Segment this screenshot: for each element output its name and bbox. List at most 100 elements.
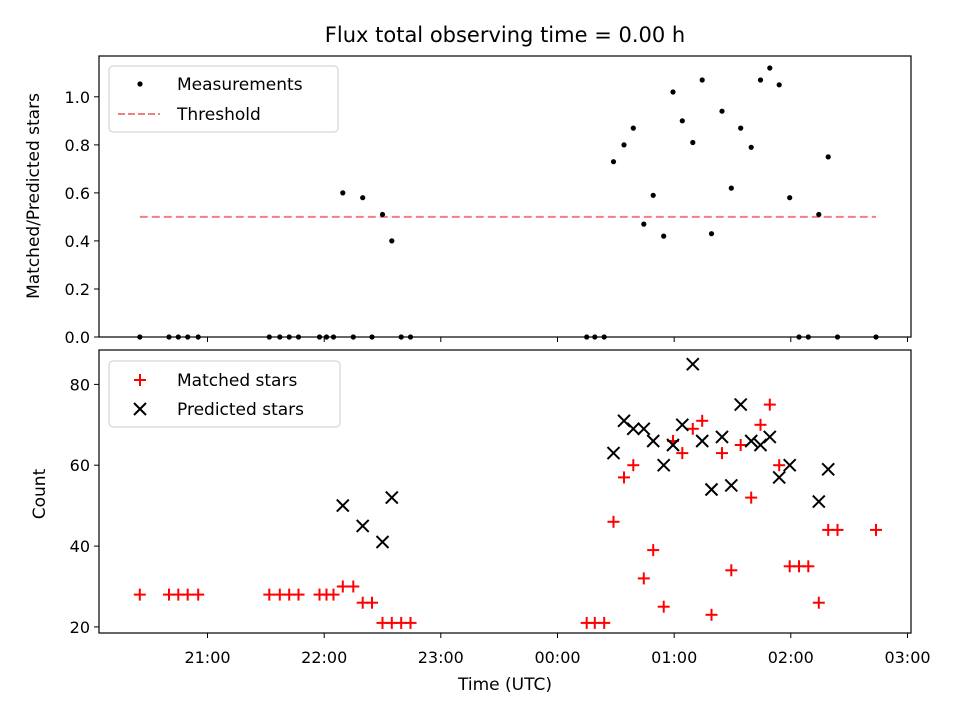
predicted-star-point [637,422,651,436]
bottom-legend: Matched stars Predicted stars [108,360,341,428]
predicted-star-point [675,418,690,432]
top-y-axis-label: Matched/Predicted stars [24,93,44,299]
bottom-y-tick-label: 20 [70,618,90,637]
measurement-point [825,154,831,160]
predicted-star-point [695,434,709,448]
measurement-point [340,190,346,196]
top-legend: Measurements Threshold [108,65,339,133]
legend-threshold-label: Threshold [176,105,261,125]
measurement-point [708,231,715,237]
matched-star-point [598,616,611,629]
bottom-axes-frame [98,349,912,634]
matched-star-point [263,588,276,601]
chart-title: Flux total observing time = 0.00 h [325,23,685,47]
bottom-y-tick-label: 80 [70,375,90,394]
matched-star-point [705,608,718,621]
matched-star-point [763,398,776,411]
legend-predicted-label: Predicted stars [177,400,304,420]
x-tick-label: 00:00 [534,648,580,667]
bottom-y-tick-label: 40 [70,537,90,556]
predicted-star-point [375,535,390,549]
predicted-star-point [782,458,797,472]
top-legend-box [108,65,339,133]
matched-star-point [657,600,670,613]
predicted-star-point [772,470,786,485]
x-tick-label: 21:00 [184,648,230,667]
measurement-point [661,233,667,239]
x-axis-label: Time (UTC) [457,675,552,695]
predicted-star-point [724,478,739,493]
predicted-star-point [686,357,700,371]
matched-star-point [192,588,205,601]
matched-star-point [647,544,660,557]
measurement-point [776,82,782,88]
matched-star-point [716,447,728,460]
measurement-point [670,89,676,95]
predicted-star-point [821,462,835,477]
measurement-point [787,195,793,201]
measurement-point [728,185,734,191]
measurement-point [621,142,627,148]
matched-star-point [618,471,630,484]
top-axis-ticks: 0.0 0.2 0.4 0.6 0.8 1.0 [65,88,908,347]
matched-star-point [686,422,699,435]
legend-measurements-label: Measurements [177,75,303,95]
predicted-star-point [733,397,748,412]
measurement-point [389,238,395,244]
measurement-point [679,118,685,124]
top-axes-frame [98,55,912,338]
predicted-star-point [666,438,680,452]
x-tick-label: 03:00 [884,648,930,667]
predicted-star-point [704,482,719,497]
matched-star-point [327,588,340,601]
top-y-tick-label: 0.4 [65,232,90,251]
legend-predicted-marker [133,402,147,416]
matched-star-point [637,572,650,585]
matched-star-point [676,447,689,460]
matched-star-point [745,491,758,504]
matched-star-point [336,580,349,593]
top-y-tick-label: 0.0 [65,328,90,347]
measurement-point [379,211,386,218]
predicted-star-point [336,498,350,513]
measurement-point [767,65,773,71]
predicted-star-point [385,490,399,505]
matched-star-point [754,418,767,431]
x-tick-label: 22:00 [301,648,347,667]
matched-star-point [347,580,360,593]
top-y-tick-label: 0.8 [65,136,90,155]
matched-star-point [133,588,146,601]
measurement-point [719,108,725,114]
measurement-point [650,192,656,198]
matched-star-point [831,523,844,536]
top-y-tick-label: 0.6 [65,184,90,203]
matched-star-point [366,596,378,609]
matched-star-point [627,459,640,472]
bottom-axis-ticks: 20 40 60 80 21:00 22:00 23:00 00:00 01:00 02:00 03… [70,375,931,667]
matched-star-point [870,523,882,536]
measurement-point [748,144,754,150]
predicted-star-point [656,458,671,472]
matched-star-point [773,459,786,472]
legend-measurements-marker [137,81,143,87]
bottom-y-tick-label: 60 [70,456,90,475]
matched-star-point [607,515,620,528]
measurement-point [699,77,705,83]
matched-star-point [696,414,709,427]
top-y-tick-label: 1.0 [65,88,90,107]
predicted-star-point [715,430,729,444]
matched-star-point [734,439,747,451]
matched-star-point [292,588,305,601]
matched-star-point [802,560,815,573]
predicted-star-point [812,494,826,509]
measurement-point [816,211,822,218]
predicted-star-point [626,422,641,436]
measurement-point [360,195,366,201]
matched-star-point [725,564,738,577]
predicted-star-point [646,434,660,448]
top-y-tick-label: 0.2 [65,280,90,299]
bottom-plot-area [133,357,882,629]
x-tick-label: 01:00 [651,648,697,667]
legend-matched-marker [134,374,146,386]
